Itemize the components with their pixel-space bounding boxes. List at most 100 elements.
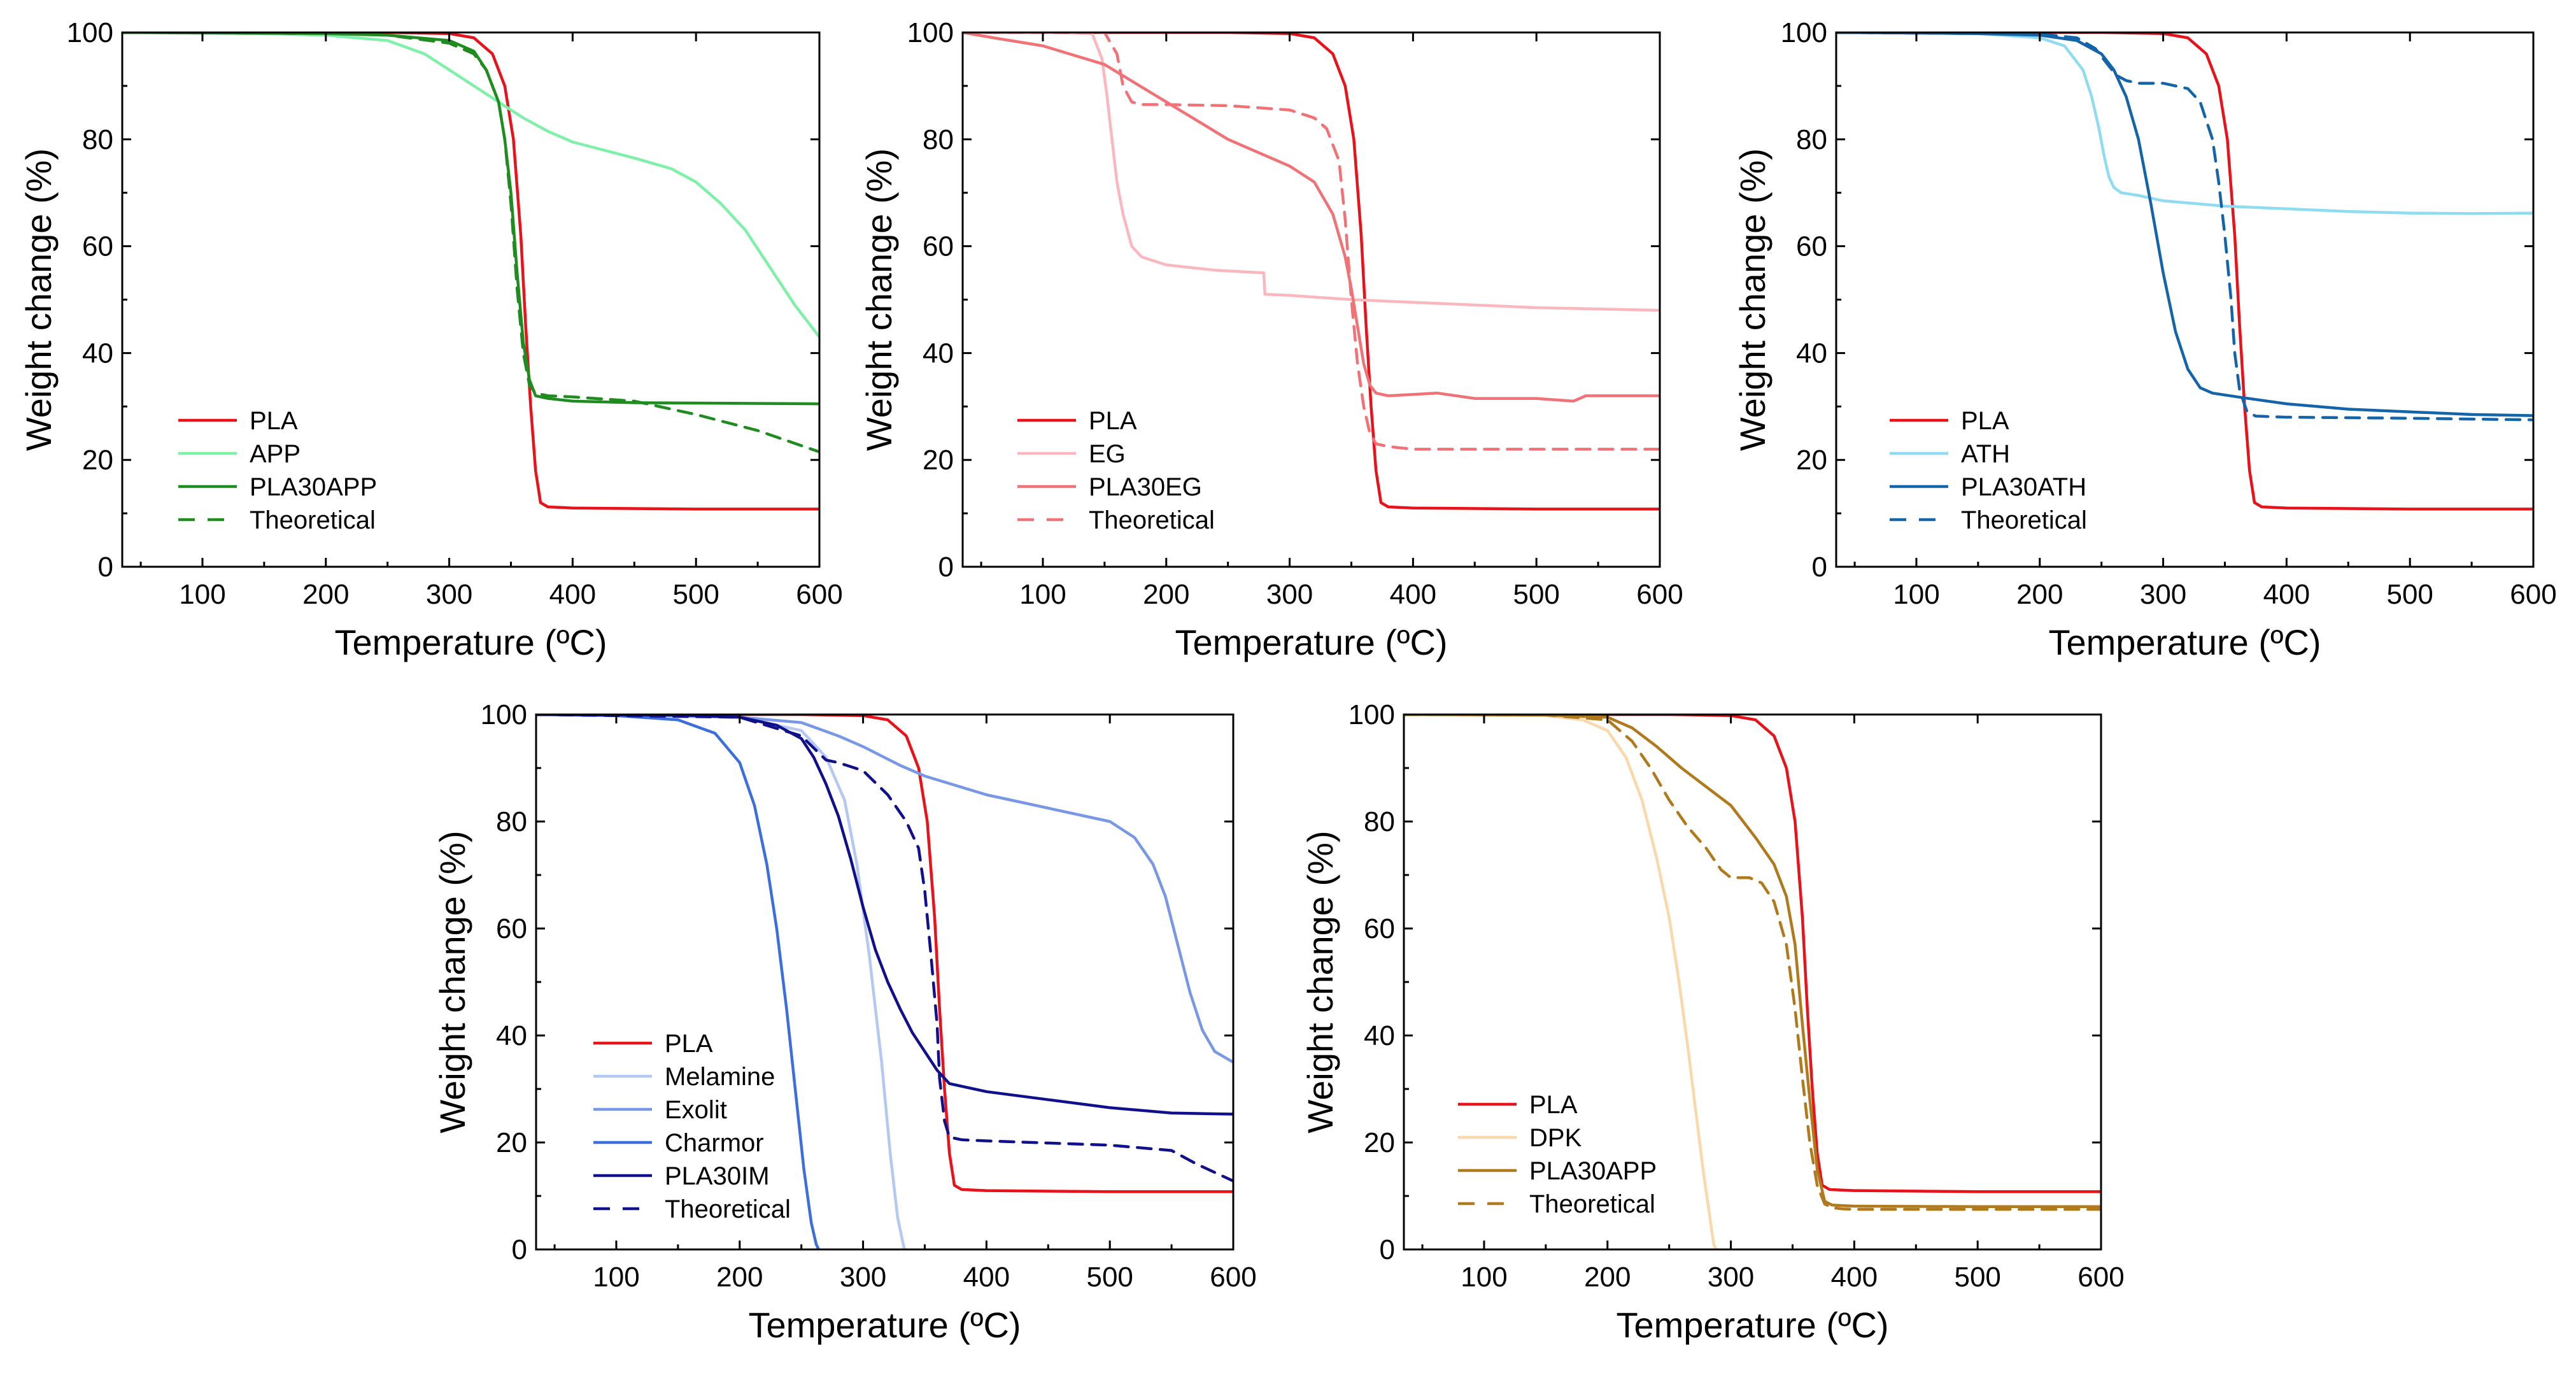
panel-4-x-axis-title: Temperature (ºC) <box>748 1305 1021 1345</box>
panel-2-x-tick-label: 500 <box>1513 579 1559 610</box>
panel-4-legend-label-2: Exolit <box>665 1096 727 1124</box>
panel-5-x-tick-label: 300 <box>1708 1262 1754 1293</box>
panel-2-series-theoretical-dashed-3 <box>963 32 1660 451</box>
panel-4-legend-label-3: Charmor <box>665 1129 764 1157</box>
panel-4-series-pla30im-4 <box>536 715 1233 1116</box>
panel-4-legend-label-5: Theoretical <box>665 1195 791 1223</box>
panel-4-series-pla-0 <box>536 715 1233 1193</box>
panel-5-x-tick-label: 500 <box>1954 1262 2000 1293</box>
panel-1-x-tick-label: 100 <box>179 579 225 610</box>
panel-1-series-theoretical-dashed-3 <box>122 32 819 453</box>
panel-3-x-tick-label: 100 <box>1893 579 1939 610</box>
panel-3-x-tick-label: 400 <box>2263 579 2310 610</box>
panel-5-y-axis-title: Weight change (%) <box>1300 830 1340 1133</box>
panel-2-legend-label-3: Theoretical <box>1089 506 1215 534</box>
panel-1-legend-label-0: PLA <box>250 407 298 435</box>
panel-4-x-tick-label: 600 <box>1210 1262 1256 1293</box>
panel-1-y-axis-title: Weight change (%) <box>18 148 59 451</box>
panel-4-y-tick-label: 40 <box>496 1020 527 1051</box>
panel-2-y-tick-label: 100 <box>907 17 954 48</box>
panel-5-y-tick-label: 60 <box>1364 913 1395 944</box>
panel-4-legend-label-0: PLA <box>665 1030 713 1058</box>
panel-5-legend-label-1: DPK <box>1529 1124 1582 1152</box>
panel-3: 100 200 300 400 500 600 0 20 40 60 80 100 Temperatur… <box>1732 17 2557 662</box>
panel-3-y-tick-label: 0 <box>1812 551 1827 583</box>
panel-2-y-axis-title: Weight change (%) <box>859 148 899 451</box>
panel-4-series-exolit-2 <box>536 715 1233 1064</box>
panel-5-y-tick-label: 20 <box>1364 1127 1395 1158</box>
panel-5-legend-label-0: PLA <box>1529 1091 1578 1119</box>
panel-4-series-charmor-3 <box>536 715 821 1249</box>
panel-1-y-tick-label: 20 <box>82 445 113 476</box>
panel-5-y-tick-label: 80 <box>1364 806 1395 837</box>
panel-5-x-tick-label: 600 <box>2077 1262 2124 1293</box>
panel-2-legend-label-0: PLA <box>1089 407 1137 435</box>
panel-4-y-axis-title: Weight change (%) <box>432 830 472 1133</box>
panel-1-series-pla-0 <box>122 32 819 511</box>
panel-2-series-group <box>963 32 1660 511</box>
panel-5-x-axis-title: Temperature (ºC) <box>1616 1305 1888 1345</box>
panel-4-plot-frame <box>535 713 1235 1251</box>
panel-2-series-pla-0 <box>963 32 1660 511</box>
panel-5-legend-label-3: Theoretical <box>1529 1190 1655 1218</box>
panel-4-legend-label-1: Melamine <box>665 1063 775 1091</box>
panel-3-series-pla30ath-2 <box>1836 32 2533 417</box>
panel-5-series-pla-0 <box>1404 715 2101 1193</box>
panel-4-series-theoretical-dashed-5 <box>536 715 1233 1183</box>
panel-3-x-tick-label: 600 <box>2510 579 2556 610</box>
panel-2-x-tick-label: 100 <box>1019 579 1066 610</box>
panel-1-series-app-1 <box>122 32 819 339</box>
panel-1-y-tick-label: 60 <box>82 231 113 262</box>
panel-3-x-tick-label: 200 <box>2016 579 2063 610</box>
panel-5-x-tick-label: 400 <box>1831 1262 1878 1293</box>
panel-1-x-axis-title: Temperature (ºC) <box>334 622 607 662</box>
panel-1: 100 200 300 400 500 600 0 20 40 60 80 100 Temperatur… <box>18 17 843 662</box>
panel-3-legend-label-0: PLA <box>1961 407 2009 435</box>
panel-2-legend: PLA EG PLA30EG Theoretical <box>1017 407 1215 534</box>
panel-1-y-tick-label: 40 <box>82 338 113 369</box>
panel-4-y-tick-label: 80 <box>496 806 527 837</box>
panel-1-x-tick-label: 600 <box>796 579 842 610</box>
panel-5-y-tick-label: 0 <box>1380 1234 1395 1265</box>
panel-5-series-theoretical-dashed-3 <box>1404 715 2101 1211</box>
panel-3-y-tick-label: 100 <box>1781 17 1827 48</box>
panel-1-y-tick-label: 80 <box>82 124 113 155</box>
panel-2-x-tick-label: 400 <box>1390 579 1436 610</box>
panel-4-y-tick-label: 0 <box>512 1234 527 1265</box>
panel-3-x-axis-title: Temperature (ºC) <box>2048 622 2321 662</box>
panel-1-y-tick-label: 0 <box>98 551 113 583</box>
panel-4-x-tick-label: 500 <box>1086 1262 1133 1293</box>
panel-1-series-pla30app-2 <box>122 32 819 406</box>
panel-4-y-tick-label: 60 <box>496 913 527 944</box>
panel-3-y-tick-label: 60 <box>1796 231 1827 262</box>
panel-1-x-tick-label: 500 <box>672 579 719 610</box>
panel-5-series-group <box>1404 715 2101 1249</box>
panel-5-series-pla30app-2 <box>1404 715 2101 1209</box>
panel-3-series-group <box>1836 32 2533 511</box>
panel-1-y-tick-label: 100 <box>67 17 113 48</box>
panel-4-x-tick-label: 400 <box>963 1262 1010 1293</box>
panel-3-series-pla-0 <box>1836 32 2533 511</box>
panel-2-y-tick-label: 60 <box>923 231 954 262</box>
panel-2-y-tick-label: 0 <box>938 551 954 583</box>
panel-3-x-tick-label: 500 <box>2386 579 2433 610</box>
panel-2: 100 200 300 400 500 600 0 20 40 60 80 100 Temperatur… <box>859 17 1683 662</box>
panel-2-x-axis-title: Temperature (ºC) <box>1175 622 1447 662</box>
panel-3-y-tick-label: 80 <box>1796 124 1827 155</box>
panel-5-y-tick-label: 100 <box>1348 699 1395 730</box>
panel-4-series-group <box>536 715 1233 1249</box>
panel-3-y-tick-label: 20 <box>1796 445 1827 476</box>
panel-2-series-eg-1 <box>963 32 1660 312</box>
panel-5-x-tick-label: 200 <box>1584 1262 1631 1293</box>
panel-4-y-tick-label: 20 <box>496 1127 527 1158</box>
panel-1-x-tick-label: 400 <box>549 579 596 610</box>
panel-1-legend-label-1: APP <box>250 440 301 468</box>
panel-5-legend-label-2: PLA30APP <box>1529 1157 1657 1185</box>
panel-5: 100 200 300 400 500 600 0 20 40 60 80 100 Temperatur… <box>1300 699 2125 1345</box>
panel-5-series-dpk-1 <box>1404 715 1718 1249</box>
panel-4: 100 200 300 400 500 600 0 20 40 60 80 100 Temperatur… <box>432 699 1257 1345</box>
panel-2-y-tick-label: 40 <box>923 338 954 369</box>
panel-1-legend: PLA APP PLA30APP Theoretical <box>178 407 377 534</box>
panel-1-series-group <box>122 32 819 511</box>
panel-3-legend: PLA ATH PLA30ATH Theoretical <box>1890 407 2087 534</box>
